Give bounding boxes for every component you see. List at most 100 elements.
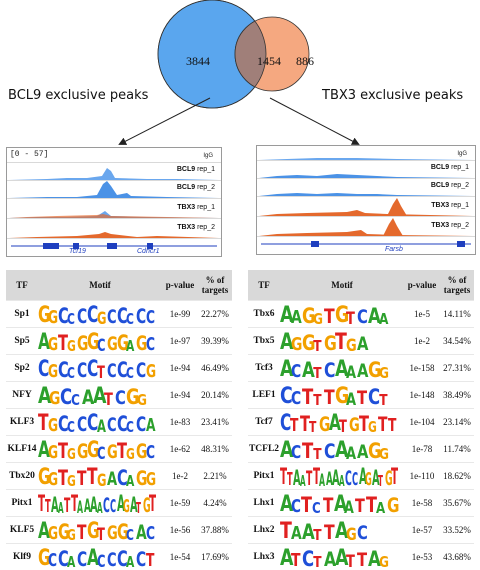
percent-targets: 39.39% [198, 328, 232, 355]
p-value: 1e-94 [162, 355, 198, 382]
track-label-bcl9-rep1: BCL9 rep_1 [177, 166, 215, 173]
table-header-row: TF Motif p-value % of targets [6, 270, 232, 301]
p-value: 1e-58 [404, 490, 440, 517]
track-label-tbx3-rep1: TBX3 rep_1 [431, 202, 469, 209]
p-value: 1e-57 [404, 517, 440, 544]
tf-name: Tbx6 [248, 301, 280, 328]
track-label-tbx3-rep2: TBX3 rep_2 [177, 224, 215, 231]
percent-targets: 27.31% [440, 355, 474, 382]
col-header-pct: % of targets [440, 270, 474, 301]
tf-name: Lhx2 [248, 517, 280, 544]
percent-targets: 22.27% [198, 301, 232, 328]
tf-name: Lhx3 [248, 544, 280, 570]
percent-targets: 37.88% [198, 517, 232, 544]
p-value: 1e-59 [162, 490, 198, 517]
p-value: 1e-2 [162, 463, 198, 490]
tf-name: Pitx1 [248, 463, 280, 490]
signal-tracks [7, 148, 221, 256]
p-value: 1e-83 [162, 409, 198, 436]
gene-label-cdhcr1: Cdhcr1 [137, 248, 160, 255]
tf-name: LEF1 [248, 382, 280, 409]
tf-name: KLF3 [6, 409, 38, 436]
percent-targets: 20.14% [198, 382, 232, 409]
tf-name: Tcf7 [248, 409, 280, 436]
p-value: 1e-104 [404, 409, 440, 436]
tf-name: Klf9 [6, 544, 38, 570]
p-value: 1e-94 [162, 382, 198, 409]
p-value: 1e-97 [162, 328, 198, 355]
p-value: 1e-158 [404, 355, 440, 382]
p-value: 1e-78 [404, 436, 440, 463]
browser-tracks-left: [0 - 57] IgG BCL9 rep_1 BCL9 rep_2 TBX3 … [6, 147, 222, 257]
p-value: 1e-5 [404, 301, 440, 328]
tf-name: NFY [6, 382, 38, 409]
p-value: 1e-148 [404, 382, 440, 409]
percent-targets: 46.49% [198, 355, 232, 382]
track-label-bcl9-rep2: BCL9 rep_2 [431, 182, 469, 189]
col-header-pct: % of targets [198, 270, 232, 301]
percent-targets: 35.67% [440, 490, 474, 517]
p-value: 1e-2 [404, 328, 440, 355]
percent-targets: 18.62% [440, 463, 474, 490]
p-value: 1e-53 [404, 544, 440, 570]
percent-targets: 34.54% [440, 328, 474, 355]
col-header-tf: TF [6, 270, 38, 301]
bcl9-exclusive-label: BCL9 exclusive peaks [8, 88, 148, 103]
percent-targets: 38.49% [440, 382, 474, 409]
p-value: 1e-110 [404, 463, 440, 490]
percent-targets: 14.11% [440, 301, 474, 328]
p-value: 1e-54 [162, 544, 198, 570]
percent-targets: 17.69% [198, 544, 232, 570]
track-label-bcl9-rep2: BCL9 rep_2 [177, 184, 215, 191]
tf-name: Sp2 [6, 355, 38, 382]
tf-name: Lhx1 [248, 490, 280, 517]
arrow-right [270, 98, 358, 144]
tbx3-exclusive-label: TBX3 exclusive peaks [322, 88, 463, 103]
